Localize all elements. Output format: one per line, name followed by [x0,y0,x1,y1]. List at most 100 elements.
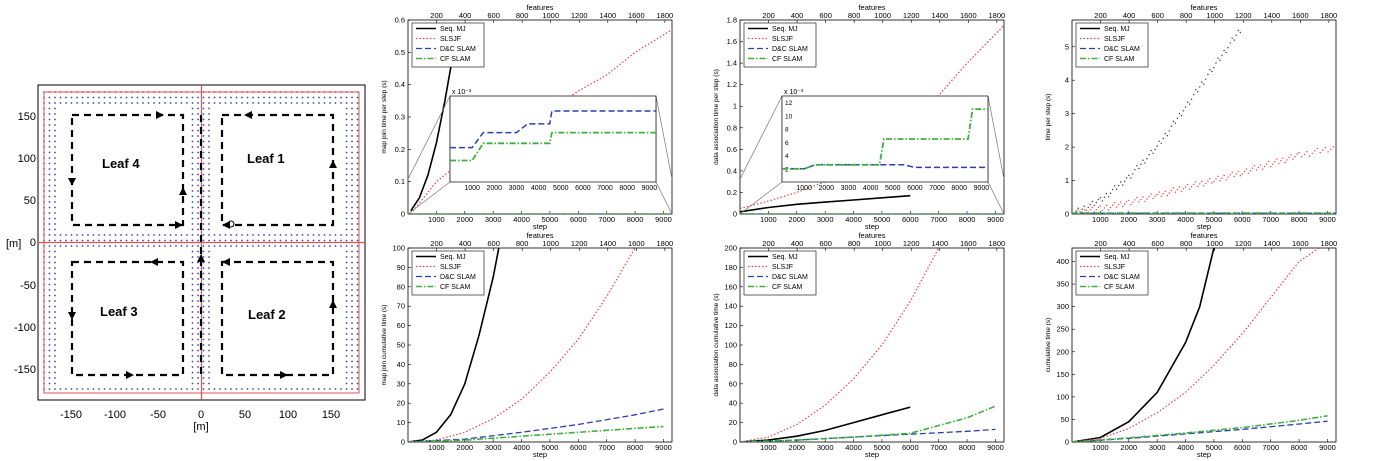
landmark-dot [208,168,210,170]
landmark-dot [114,239,117,242]
landmark-dot [208,366,210,368]
landmark-dot [257,245,260,247]
y-tick-label: 400 [1056,257,1069,266]
landmark-dot [54,118,56,121]
x-tick-label: 6000 [570,443,587,452]
landmark-dot [48,283,51,286]
y-tick-label: 40 [729,399,737,408]
landmark-dot [296,102,298,104]
landmark-dot [351,294,353,297]
point-seq-mj [1077,207,1079,209]
landmark-dot [224,388,227,390]
x-tick-label: 9000 [1319,215,1336,224]
landmark-dot [351,327,353,330]
landmark-dot [48,102,51,104]
landmark-dot [54,228,56,231]
legend-label-cf-slam: CF SLAM [440,56,471,63]
top-tick-label: 1000 [1206,11,1223,20]
landmark-dot [208,278,210,280]
inset-x-tick-label: 3000 [509,185,525,192]
landmark-dot [252,234,254,236]
landmark-dot [351,382,353,385]
landmark-dot [180,388,183,390]
y-tick-label: 100 [724,341,737,350]
landmark-dot [340,245,342,247]
point-slsjf [1172,187,1175,189]
landmark-dot [296,239,298,242]
landmark-dot [103,239,106,242]
landmark-dot [268,239,271,242]
x-tick-label: 7000 [930,215,947,224]
point-slsjf [1319,151,1321,154]
landmark-dot [103,96,106,99]
y-tick-label: 160 [724,282,737,291]
point-seq-mj [1178,112,1181,115]
top-tick-label: 1600 [628,239,645,248]
landmark-dot [345,217,348,220]
inset-y-tick-label: 2 [785,166,789,173]
landmark-dot [224,96,227,99]
landmark-dot [296,96,298,99]
top-tick-label: 1400 [599,239,616,248]
x-tick-label: 7000 [598,443,615,452]
landmark-dot [120,245,122,247]
landmark-dot [48,371,51,374]
landmark-dot [296,245,298,247]
landmark-dot [274,102,276,104]
landmark-dot [180,239,183,242]
y-tick-label: 1.2 [727,80,737,89]
landmark-dot [263,245,265,247]
landmark-dot [197,388,199,390]
inset-y-tick-label: 4 [785,153,789,160]
landmark-dot [169,239,172,242]
landmark-dot [345,311,348,313]
y-tick-label: 2 [1065,143,1069,152]
inset-frame [449,95,657,183]
landmark-dot [312,388,315,390]
landmark-dot [147,245,150,247]
y-tick-label: 1 [733,102,737,111]
point-slsjf [1278,162,1280,165]
landmark-dot [109,245,111,247]
landmark-dot [334,239,337,242]
x-tick-label: 3000 [1149,215,1166,224]
point-seq-mj [1081,208,1083,210]
landmark-dot [191,102,194,104]
landmark-dot [191,212,194,214]
landmark-dot [191,294,194,297]
landmark-dot [208,360,210,363]
landmark-dot [125,102,128,104]
landmark-dot [345,294,348,297]
landmark-dot [197,129,199,132]
y-tick-label: 0.6 [395,16,405,25]
top-tick-label: 1600 [960,239,977,248]
landmark-dot [191,118,194,121]
landmark-dot [340,102,342,104]
landmark-dot [345,245,348,247]
legend-label-slsjf: SLSJF [1104,264,1125,271]
landmark-dot [246,245,249,247]
landmark-dot [197,206,199,209]
top-tick-label: 1400 [1263,239,1280,248]
landmark-dot [356,371,359,374]
landmark-dot [208,107,210,110]
landmark-dot [202,377,205,379]
point-slsjf [1249,170,1252,172]
landmark-dot [87,388,89,390]
point-slsjf [1272,163,1274,165]
legend-label-d-c-slam: D&C SLAM [772,46,808,53]
landmark-dot [351,206,353,209]
x-tick-label: 1000 [428,215,445,224]
landmark-dot [169,96,172,99]
landmark-dot [114,245,117,247]
landmark-dot [191,316,194,319]
landmark-dot [136,245,139,247]
landmark-dot [208,140,210,143]
point-seq-mj [1166,135,1169,137]
point-seq-mj [1182,110,1185,112]
landmark-dot [65,245,67,247]
point-slsjf [1330,148,1332,150]
landmark-dot [191,349,194,352]
point-seq-mj [1126,177,1128,179]
top-tick-label: 400 [459,239,472,248]
